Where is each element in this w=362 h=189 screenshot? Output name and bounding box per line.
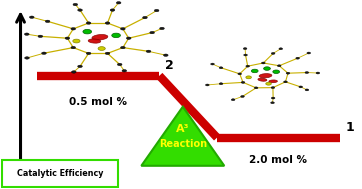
Circle shape (206, 84, 209, 86)
Circle shape (121, 28, 125, 30)
Circle shape (305, 72, 309, 74)
Circle shape (307, 52, 311, 54)
Circle shape (219, 83, 223, 85)
Text: Catalytic Efficiency: Catalytic Efficiency (17, 169, 104, 178)
Circle shape (246, 65, 249, 67)
Circle shape (105, 22, 110, 24)
Ellipse shape (269, 80, 277, 83)
Circle shape (261, 62, 265, 64)
Circle shape (286, 72, 290, 74)
Circle shape (241, 95, 244, 97)
Ellipse shape (92, 35, 108, 40)
Ellipse shape (88, 39, 101, 43)
Circle shape (251, 69, 258, 73)
Circle shape (65, 37, 70, 40)
Circle shape (163, 54, 168, 57)
Circle shape (254, 87, 258, 89)
Circle shape (25, 57, 29, 59)
Text: Reaction: Reaction (159, 139, 207, 149)
Circle shape (231, 99, 235, 101)
Ellipse shape (259, 74, 272, 78)
Circle shape (146, 50, 151, 53)
Circle shape (211, 63, 214, 65)
Circle shape (266, 82, 271, 85)
Circle shape (42, 52, 46, 54)
Circle shape (264, 67, 270, 70)
Circle shape (83, 29, 92, 34)
Circle shape (71, 28, 76, 30)
Circle shape (78, 9, 83, 11)
Circle shape (296, 57, 299, 59)
Circle shape (238, 73, 241, 75)
Text: A³: A³ (176, 124, 190, 134)
Circle shape (73, 39, 80, 43)
Circle shape (271, 102, 274, 104)
Circle shape (277, 65, 281, 67)
Circle shape (38, 35, 43, 38)
Circle shape (299, 86, 303, 88)
Circle shape (273, 70, 279, 74)
Circle shape (105, 52, 110, 55)
Polygon shape (141, 107, 224, 166)
Circle shape (45, 20, 50, 22)
Circle shape (71, 71, 76, 73)
Circle shape (143, 16, 147, 19)
Circle shape (246, 76, 251, 79)
Circle shape (244, 54, 247, 56)
FancyBboxPatch shape (3, 160, 118, 187)
Circle shape (71, 46, 76, 49)
Text: 1: 1 (345, 121, 354, 134)
Circle shape (86, 22, 91, 24)
Circle shape (271, 53, 275, 54)
Circle shape (112, 33, 121, 38)
Circle shape (241, 81, 245, 83)
Ellipse shape (258, 78, 267, 81)
Circle shape (316, 72, 320, 74)
Circle shape (284, 81, 287, 83)
Circle shape (117, 63, 122, 66)
Circle shape (98, 47, 105, 50)
Circle shape (29, 16, 34, 18)
Circle shape (121, 46, 125, 49)
Circle shape (160, 27, 164, 30)
Circle shape (305, 89, 309, 91)
Text: 2.0 mol %: 2.0 mol % (249, 155, 307, 165)
Circle shape (243, 48, 247, 50)
Circle shape (73, 3, 78, 6)
Circle shape (116, 2, 121, 4)
Circle shape (150, 31, 155, 34)
Circle shape (219, 67, 223, 69)
Circle shape (271, 97, 275, 99)
Circle shape (271, 87, 275, 89)
Text: 2: 2 (165, 59, 173, 72)
Circle shape (78, 65, 83, 68)
Circle shape (122, 70, 127, 72)
Circle shape (25, 33, 29, 35)
Circle shape (110, 9, 115, 11)
Text: 0.5 mol %: 0.5 mol % (69, 97, 127, 107)
Circle shape (154, 9, 159, 12)
Circle shape (86, 52, 91, 55)
Circle shape (279, 48, 283, 50)
Circle shape (126, 37, 131, 40)
